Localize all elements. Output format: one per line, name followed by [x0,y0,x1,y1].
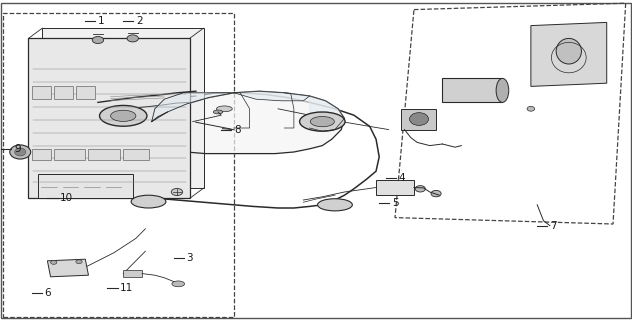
Ellipse shape [310,116,334,127]
Ellipse shape [527,106,535,111]
Text: 2: 2 [136,16,142,26]
Polygon shape [152,93,234,122]
Ellipse shape [9,145,30,159]
Text: 9: 9 [14,144,20,154]
Ellipse shape [300,112,345,131]
Ellipse shape [172,281,185,287]
Bar [28,38,190,198]
Bar [123,270,142,277]
Ellipse shape [100,105,147,126]
Ellipse shape [131,195,166,208]
Bar [123,149,149,160]
Ellipse shape [415,186,425,192]
Text: 4: 4 [398,172,404,183]
Ellipse shape [92,36,104,44]
Text: 5: 5 [392,198,398,208]
Ellipse shape [111,110,136,121]
Ellipse shape [76,260,82,264]
Polygon shape [73,96,196,166]
Ellipse shape [127,35,138,42]
Bar [32,86,51,99]
Ellipse shape [51,260,57,264]
Text: 1: 1 [98,16,104,26]
Bar [54,86,73,99]
Ellipse shape [431,190,441,197]
Bar [38,174,133,198]
Ellipse shape [556,38,581,64]
Bar [42,28,204,188]
Bar [32,149,51,160]
Bar [376,180,414,195]
Text: 6: 6 [44,288,51,298]
Ellipse shape [496,78,509,102]
Text: 11: 11 [120,283,133,293]
Ellipse shape [213,110,222,114]
Bar [54,149,85,160]
Polygon shape [152,91,344,154]
Bar [88,149,120,160]
Ellipse shape [216,106,233,112]
Bar [442,78,502,102]
Ellipse shape [171,188,183,196]
Text: 7: 7 [550,220,556,231]
Text: 8: 8 [234,124,240,135]
Text: 10: 10 [60,193,73,204]
Ellipse shape [318,199,353,211]
Polygon shape [234,91,310,101]
Polygon shape [310,96,344,131]
Bar [76,86,95,99]
Bar [401,109,436,130]
Ellipse shape [410,113,428,125]
Polygon shape [47,259,88,277]
Text: 3: 3 [186,252,193,263]
Polygon shape [531,22,607,86]
Ellipse shape [15,148,26,156]
Bar [3,13,234,317]
